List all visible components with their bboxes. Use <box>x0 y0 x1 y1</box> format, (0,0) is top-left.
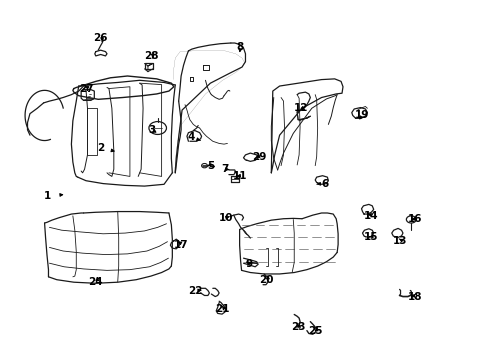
Text: 29: 29 <box>251 152 266 162</box>
Text: 15: 15 <box>363 232 378 242</box>
Text: 21: 21 <box>215 304 229 314</box>
Text: 27: 27 <box>79 84 93 94</box>
Text: 25: 25 <box>307 325 322 336</box>
Text: 12: 12 <box>293 103 307 113</box>
Text: 8: 8 <box>236 42 243 52</box>
Text: 4: 4 <box>187 132 194 142</box>
Text: 9: 9 <box>245 259 252 269</box>
Text: 11: 11 <box>232 171 246 181</box>
Text: 2: 2 <box>97 143 104 153</box>
Text: 26: 26 <box>93 33 108 43</box>
Text: 23: 23 <box>290 322 305 332</box>
Text: 3: 3 <box>148 125 155 135</box>
Text: 5: 5 <box>206 161 214 171</box>
Text: 14: 14 <box>363 211 378 221</box>
Text: 1: 1 <box>43 191 51 201</box>
Text: 13: 13 <box>392 236 407 246</box>
Text: 16: 16 <box>407 215 422 224</box>
Text: 28: 28 <box>144 51 159 61</box>
Text: 10: 10 <box>218 213 233 222</box>
Text: 7: 7 <box>221 164 228 174</box>
Text: 19: 19 <box>354 111 368 121</box>
Text: 17: 17 <box>173 239 188 249</box>
Text: 6: 6 <box>321 179 328 189</box>
Text: 22: 22 <box>188 286 203 296</box>
Text: 20: 20 <box>259 275 273 285</box>
Text: 18: 18 <box>407 292 422 302</box>
Text: 24: 24 <box>88 277 103 287</box>
